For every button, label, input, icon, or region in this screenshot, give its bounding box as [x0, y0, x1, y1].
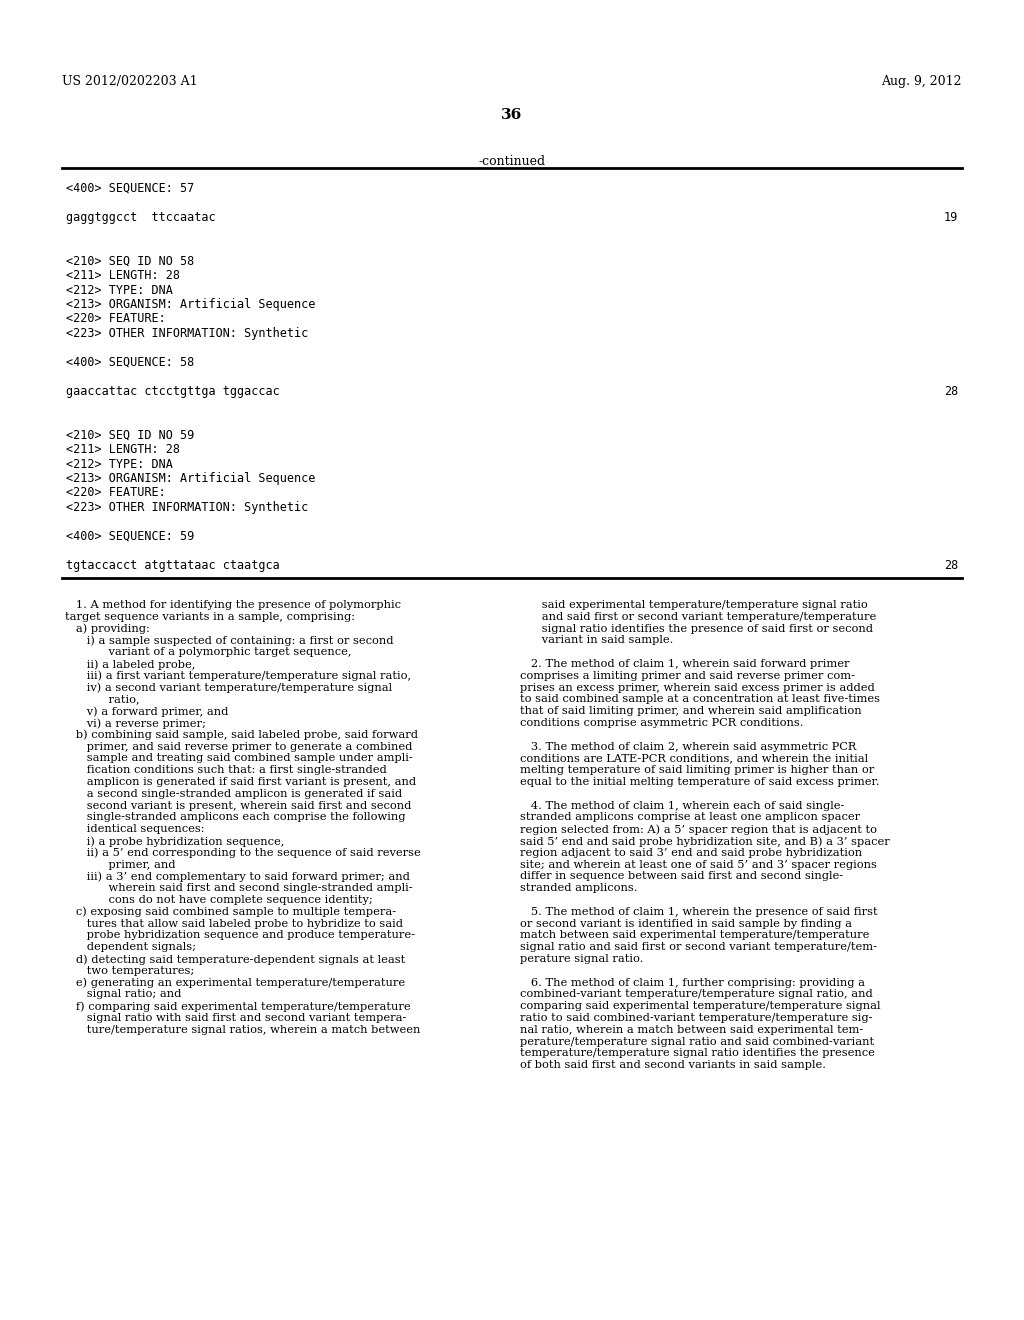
Text: variant of a polymorphic target sequence,: variant of a polymorphic target sequence…	[65, 647, 351, 657]
Text: primer, and said reverse primer to generate a combined: primer, and said reverse primer to gener…	[65, 742, 413, 751]
Text: 28: 28	[944, 385, 958, 399]
Text: of both said first and second variants in said sample.: of both said first and second variants i…	[520, 1060, 826, 1071]
Text: Aug. 9, 2012: Aug. 9, 2012	[882, 75, 962, 88]
Text: signal ratio identifies the presence of said first or second: signal ratio identifies the presence of …	[520, 623, 873, 634]
Text: gaggtggcct  ttccaatac: gaggtggcct ttccaatac	[66, 211, 216, 224]
Text: perature/temperature signal ratio and said combined-variant: perature/temperature signal ratio and sa…	[520, 1036, 874, 1047]
Text: gaaccattac ctcctgttga tggaccac: gaaccattac ctcctgttga tggaccac	[66, 385, 280, 399]
Text: <213> ORGANISM: Artificial Sequence: <213> ORGANISM: Artificial Sequence	[66, 473, 315, 484]
Text: stranded amplicons comprise at least one amplicon spacer: stranded amplicons comprise at least one…	[520, 812, 860, 822]
Text: <212> TYPE: DNA: <212> TYPE: DNA	[66, 284, 173, 297]
Text: that of said limiting primer, and wherein said amplification: that of said limiting primer, and wherei…	[520, 706, 861, 717]
Text: e) generating an experimental temperature/temperature: e) generating an experimental temperatur…	[65, 978, 406, 989]
Text: <212> TYPE: DNA: <212> TYPE: DNA	[66, 458, 173, 470]
Text: ii) a labeled probe,: ii) a labeled probe,	[65, 659, 196, 669]
Text: <223> OTHER INFORMATION: Synthetic: <223> OTHER INFORMATION: Synthetic	[66, 327, 308, 341]
Text: signal ratio with said first and second variant tempera-: signal ratio with said first and second …	[65, 1012, 407, 1023]
Text: i) a probe hybridization sequence,: i) a probe hybridization sequence,	[65, 836, 285, 846]
Text: identical sequences:: identical sequences:	[65, 824, 205, 834]
Text: dependent signals;: dependent signals;	[65, 942, 196, 952]
Text: conditions comprise asymmetric PCR conditions.: conditions comprise asymmetric PCR condi…	[520, 718, 804, 729]
Text: prises an excess primer, wherein said excess primer is added: prises an excess primer, wherein said ex…	[520, 682, 874, 693]
Text: region selected from: A) a 5’ spacer region that is adjacent to: region selected from: A) a 5’ spacer reg…	[520, 824, 877, 834]
Text: 4. The method of claim 1, wherein each of said single-: 4. The method of claim 1, wherein each o…	[520, 801, 845, 810]
Text: <211> LENGTH: 28: <211> LENGTH: 28	[66, 269, 180, 282]
Text: a) providing:: a) providing:	[65, 623, 150, 634]
Text: sample and treating said combined sample under ampli-: sample and treating said combined sample…	[65, 754, 413, 763]
Text: target sequence variants in a sample, comprising:: target sequence variants in a sample, co…	[65, 611, 355, 622]
Text: 36: 36	[502, 108, 522, 121]
Text: differ in sequence between said first and second single-: differ in sequence between said first an…	[520, 871, 843, 882]
Text: and said first or second variant temperature/temperature: and said first or second variant tempera…	[520, 611, 877, 622]
Text: <213> ORGANISM: Artificial Sequence: <213> ORGANISM: Artificial Sequence	[66, 298, 315, 312]
Text: tgtaccacct atgttataac ctaatgca: tgtaccacct atgttataac ctaatgca	[66, 558, 280, 572]
Text: melting temperature of said limiting primer is higher than or: melting temperature of said limiting pri…	[520, 766, 874, 775]
Text: match between said experimental temperature/temperature: match between said experimental temperat…	[520, 931, 869, 940]
Text: variant in said sample.: variant in said sample.	[520, 635, 674, 645]
Text: <223> OTHER INFORMATION: Synthetic: <223> OTHER INFORMATION: Synthetic	[66, 502, 308, 513]
Text: amplicon is generated if said first variant is present, and: amplicon is generated if said first vari…	[65, 777, 416, 787]
Text: i) a sample suspected of containing: a first or second: i) a sample suspected of containing: a f…	[65, 635, 393, 645]
Text: <210> SEQ ID NO 58: <210> SEQ ID NO 58	[66, 255, 195, 268]
Text: signal ratio and said first or second variant temperature/tem-: signal ratio and said first or second va…	[520, 942, 877, 952]
Text: 28: 28	[944, 558, 958, 572]
Text: iii) a first variant temperature/temperature signal ratio,: iii) a first variant temperature/tempera…	[65, 671, 411, 681]
Text: combined-variant temperature/temperature signal ratio, and: combined-variant temperature/temperature…	[520, 990, 872, 999]
Text: comparing said experimental temperature/temperature signal: comparing said experimental temperature/…	[520, 1001, 881, 1011]
Text: ii) a 5’ end corresponding to the sequence of said reverse: ii) a 5’ end corresponding to the sequen…	[65, 847, 421, 858]
Text: conditions are LATE-PCR conditions, and wherein the initial: conditions are LATE-PCR conditions, and …	[520, 754, 868, 763]
Text: vi) a reverse primer;: vi) a reverse primer;	[65, 718, 206, 729]
Text: a second single-stranded amplicon is generated if said: a second single-stranded amplicon is gen…	[65, 789, 402, 799]
Text: <400> SEQUENCE: 57: <400> SEQUENCE: 57	[66, 182, 195, 195]
Text: signal ratio; and: signal ratio; and	[65, 990, 181, 999]
Text: f) comparing said experimental temperature/temperature: f) comparing said experimental temperatu…	[65, 1001, 411, 1011]
Text: cons do not have complete sequence identity;: cons do not have complete sequence ident…	[65, 895, 373, 906]
Text: ture/temperature signal ratios, wherein a match between: ture/temperature signal ratios, wherein …	[65, 1024, 421, 1035]
Text: c) exposing said combined sample to multiple tempera-: c) exposing said combined sample to mult…	[65, 907, 396, 917]
Text: perature signal ratio.: perature signal ratio.	[520, 954, 643, 964]
Text: d) detecting said temperature-dependent signals at least: d) detecting said temperature-dependent …	[65, 954, 406, 965]
Text: stranded amplicons.: stranded amplicons.	[520, 883, 638, 894]
Text: <400> SEQUENCE: 58: <400> SEQUENCE: 58	[66, 356, 195, 370]
Text: nal ratio, wherein a match between said experimental tem-: nal ratio, wherein a match between said …	[520, 1024, 863, 1035]
Text: -continued: -continued	[478, 154, 546, 168]
Text: said experimental temperature/temperature signal ratio: said experimental temperature/temperatur…	[520, 601, 867, 610]
Text: ratio to said combined-variant temperature/temperature sig-: ratio to said combined-variant temperatu…	[520, 1012, 872, 1023]
Text: <210> SEQ ID NO 59: <210> SEQ ID NO 59	[66, 429, 195, 441]
Text: wherein said first and second single-stranded ampli-: wherein said first and second single-str…	[65, 883, 413, 894]
Text: 5. The method of claim 1, wherein the presence of said first: 5. The method of claim 1, wherein the pr…	[520, 907, 878, 917]
Text: to said combined sample at a concentration at least five-times: to said combined sample at a concentrati…	[520, 694, 880, 705]
Text: <211> LENGTH: 28: <211> LENGTH: 28	[66, 444, 180, 455]
Text: 1. A method for identifying the presence of polymorphic: 1. A method for identifying the presence…	[65, 601, 401, 610]
Text: iv) a second variant temperature/temperature signal: iv) a second variant temperature/tempera…	[65, 682, 392, 693]
Text: 2. The method of claim 1, wherein said forward primer: 2. The method of claim 1, wherein said f…	[520, 659, 850, 669]
Text: second variant is present, wherein said first and second: second variant is present, wherein said …	[65, 801, 412, 810]
Text: <220> FEATURE:: <220> FEATURE:	[66, 313, 166, 326]
Text: 6. The method of claim 1, further comprising: providing a: 6. The method of claim 1, further compri…	[520, 978, 865, 987]
Text: v) a forward primer, and: v) a forward primer, and	[65, 706, 228, 717]
Text: equal to the initial melting temperature of said excess primer.: equal to the initial melting temperature…	[520, 777, 880, 787]
Text: 19: 19	[944, 211, 958, 224]
Text: primer, and: primer, and	[65, 859, 175, 870]
Text: or second variant is identified in said sample by finding a: or second variant is identified in said …	[520, 919, 852, 928]
Text: comprises a limiting primer and said reverse primer com-: comprises a limiting primer and said rev…	[520, 671, 855, 681]
Text: US 2012/0202203 A1: US 2012/0202203 A1	[62, 75, 198, 88]
Text: fication conditions such that: a first single-stranded: fication conditions such that: a first s…	[65, 766, 387, 775]
Text: site; and wherein at least one of said 5’ and 3’ spacer regions: site; and wherein at least one of said 5…	[520, 859, 877, 870]
Text: two temperatures;: two temperatures;	[65, 966, 195, 975]
Text: temperature/temperature signal ratio identifies the presence: temperature/temperature signal ratio ide…	[520, 1048, 874, 1059]
Text: iii) a 3’ end complementary to said forward primer; and: iii) a 3’ end complementary to said forw…	[65, 871, 410, 882]
Text: <400> SEQUENCE: 59: <400> SEQUENCE: 59	[66, 531, 195, 543]
Text: region adjacent to said 3’ end and said probe hybridization: region adjacent to said 3’ end and said …	[520, 847, 862, 858]
Text: said 5’ end and said probe hybridization site, and B) a 3’ spacer: said 5’ end and said probe hybridization…	[520, 836, 890, 846]
Text: tures that allow said labeled probe to hybridize to said: tures that allow said labeled probe to h…	[65, 919, 403, 928]
Text: single-stranded amplicons each comprise the following: single-stranded amplicons each comprise …	[65, 812, 406, 822]
Text: probe hybridization sequence and produce temperature-: probe hybridization sequence and produce…	[65, 931, 415, 940]
Text: b) combining said sample, said labeled probe, said forward: b) combining said sample, said labeled p…	[65, 730, 418, 741]
Text: <220> FEATURE:: <220> FEATURE:	[66, 487, 166, 499]
Text: 3. The method of claim 2, wherein said asymmetric PCR: 3. The method of claim 2, wherein said a…	[520, 742, 856, 751]
Text: ratio,: ratio,	[65, 694, 139, 705]
